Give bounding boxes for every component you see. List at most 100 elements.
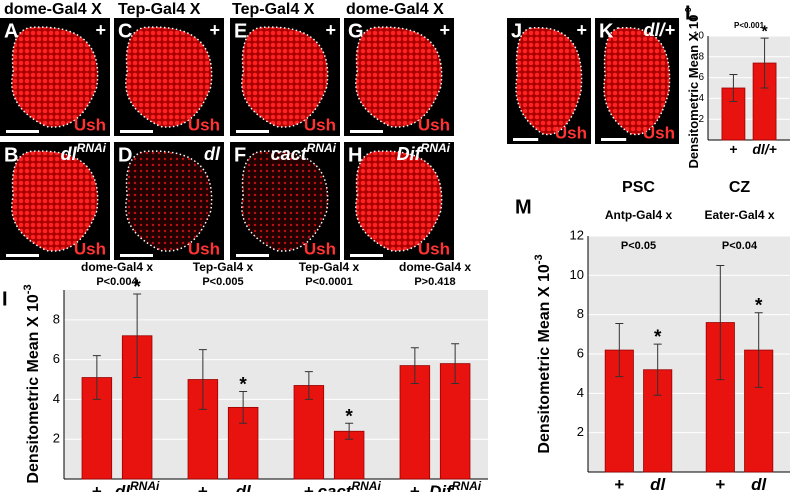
y-axis-title: Densitometric Mean X 10-3 (684, 7, 701, 169)
tissue (125, 150, 213, 252)
stain-label: Ush (418, 239, 450, 258)
x-tick-label: + (729, 141, 737, 157)
stain-label: Ush (418, 115, 450, 134)
category-sup: RNAi (130, 479, 160, 492)
error-bar (615, 323, 624, 378)
category: + (614, 475, 624, 492)
p-value: P<0.005 (202, 276, 243, 288)
panel-letter: G (348, 20, 364, 42)
stain-label: Ush (188, 239, 220, 258)
tissue (355, 26, 443, 128)
column-header: dome-Gal4 X (346, 1, 444, 18)
y-tick-label: 2 (53, 431, 60, 446)
stain-label: Ush (74, 239, 106, 258)
tissue (11, 150, 99, 252)
panel-letter: E (234, 20, 247, 42)
genotype: + (95, 20, 106, 40)
p-value: P>0.418 (414, 276, 455, 288)
column-header: dome-Gal4 X (4, 1, 102, 18)
y-tick-label: 8 (698, 51, 704, 62)
genotype-sup: RNAi (307, 141, 337, 155)
genotype: DifRNAi (397, 141, 451, 164)
image-panel: G + Ush (344, 18, 454, 136)
y-tick-label: 4 (698, 93, 704, 104)
y-tick-label: 8 (577, 306, 584, 321)
genotype-name: dl (61, 144, 78, 164)
plot-bg (708, 36, 790, 140)
p-value: P<0.0001 (305, 276, 352, 288)
significance: * (133, 277, 141, 298)
y-tick-label: 4 (577, 385, 584, 400)
genotype: + (576, 20, 587, 40)
genotype-name: + (439, 20, 450, 40)
genotype: cactRNAi (271, 141, 337, 164)
scale-bar (236, 254, 269, 257)
p-value: P<0.04 (722, 240, 758, 252)
genotype-name: Dif (397, 144, 423, 164)
error-bar (239, 390, 248, 424)
panel-letter: A (4, 20, 18, 42)
group-region: PSC (622, 179, 655, 196)
error-bar (92, 355, 101, 400)
error-bar (345, 422, 354, 440)
x-tick-label: + (715, 475, 725, 492)
category: dl (115, 482, 131, 492)
error-bar (729, 73, 738, 103)
genotype-name: + (325, 20, 336, 40)
error-bar (451, 343, 460, 385)
y-axis-title: Densitometric Mean X 10-3 (22, 284, 42, 483)
x-tick-label: dl (236, 482, 252, 492)
genotype-name: cact (271, 144, 308, 164)
stain-label: Ush (188, 115, 220, 134)
image-panel: J + Ush (507, 18, 591, 144)
tissue (241, 26, 329, 128)
error-bar (198, 349, 207, 410)
y-title-main: Densitometric Mean X 10 (536, 264, 553, 454)
category: dl (751, 475, 767, 492)
y-title-sup: -3 (684, 7, 693, 15)
y-tick-label: 12 (570, 227, 584, 242)
genotype: dl (204, 144, 221, 164)
category: dl (236, 482, 252, 492)
genotype: + (439, 20, 450, 40)
bar (293, 385, 325, 480)
category: + (304, 482, 314, 492)
tissue (125, 26, 213, 128)
panel-letter: F (234, 144, 246, 166)
group-name: dome-Gal4 x (81, 260, 153, 274)
tissue (515, 26, 583, 136)
group-name: Tep-Gal4 x (299, 260, 360, 274)
panel-letter: D (118, 144, 132, 166)
scale-bar (350, 130, 383, 133)
stain-label: Ush (304, 239, 336, 258)
genotype-name: dl (204, 144, 221, 164)
x-tick-label: DifRNAi (429, 479, 482, 492)
genotype: dlRNAi (61, 141, 107, 164)
x-tick-label: + (198, 482, 208, 492)
y-tick-label: 6 (577, 345, 584, 360)
category-sup: RNAi (452, 479, 482, 492)
y-tick-label: 2 (698, 114, 704, 125)
chart-letter: I (2, 288, 8, 310)
panel-letter: K (599, 20, 614, 42)
error-bar (653, 343, 662, 396)
genotype: dl/+ (643, 20, 675, 40)
p-value: P<0.05 (621, 240, 656, 252)
y-axis-title: Densitometric Mean X 10-3 (533, 254, 553, 453)
x-tick-label: dl (751, 475, 767, 492)
y-tick-label: 4 (53, 391, 60, 406)
category: + (715, 475, 725, 492)
category: + (410, 482, 420, 492)
error-bar (760, 37, 769, 89)
scale-bar (513, 138, 539, 141)
p-value: P<0.004 (96, 276, 138, 288)
tissue (355, 150, 443, 252)
error-bar (410, 347, 419, 385)
x-tick-label: dlRNAi (115, 479, 160, 492)
category: + (92, 482, 102, 492)
significance: * (239, 374, 247, 395)
stain-label: Ush (304, 115, 336, 134)
